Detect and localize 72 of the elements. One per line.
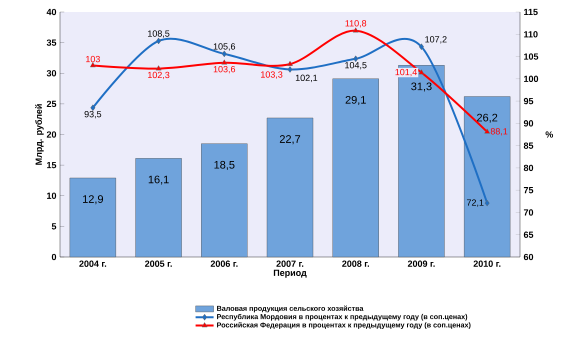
y2-tick-label: 115 xyxy=(524,8,538,16)
bar xyxy=(135,158,182,258)
point xyxy=(352,27,359,32)
point xyxy=(484,200,490,206)
y2-tick-label: 105 xyxy=(524,53,538,60)
data-label: 31,3 xyxy=(411,82,432,92)
y2-tick-label: 95 xyxy=(524,98,534,104)
y2-tick-label: 80 xyxy=(524,164,534,172)
x-axis-title: Период xyxy=(274,270,307,278)
y2-tick-label: 110 xyxy=(524,31,538,38)
data-label: 103 xyxy=(86,56,100,62)
point xyxy=(156,65,162,70)
point xyxy=(484,128,490,134)
data-label: 101,4 xyxy=(395,68,417,76)
y-tick-label: 40 xyxy=(46,8,56,16)
data-label: 104,5 xyxy=(345,62,367,70)
data-label: 72,1 xyxy=(466,199,484,207)
point xyxy=(418,69,424,74)
data-label: 16,1 xyxy=(148,176,169,185)
point xyxy=(288,66,293,73)
data-label: 103,6 xyxy=(214,66,236,74)
x-tick-label: 2008 г. xyxy=(342,260,369,267)
y-tick-label: 30 xyxy=(46,70,56,76)
y-tick-label: 5 xyxy=(52,223,56,230)
y-axis-title: Млрд. рублей xyxy=(35,104,44,165)
bar xyxy=(201,143,248,258)
data-label: 108,5 xyxy=(148,30,170,38)
data-label: 93,5 xyxy=(84,110,102,118)
data-label: 18,5 xyxy=(214,160,234,170)
data-label: 26,2 xyxy=(477,114,498,123)
x-tick-label: 2004 г. xyxy=(79,260,106,267)
point xyxy=(353,56,358,62)
y2-tick-label: 65 xyxy=(524,232,534,238)
y-tick-label: 15 xyxy=(47,162,56,168)
data-label: 102,3 xyxy=(148,72,170,80)
data-label: 105,6 xyxy=(214,43,236,51)
y-tick-label: 10 xyxy=(47,192,56,199)
point xyxy=(418,44,424,50)
bar xyxy=(70,178,116,258)
y2-tick-label: 70 xyxy=(524,209,534,216)
data-label: 88,1 xyxy=(490,128,508,136)
y2-tick-label: 60 xyxy=(524,254,534,260)
y2-tick-label: 90 xyxy=(524,120,534,127)
data-label: 110,8 xyxy=(346,20,366,28)
x-tick-label: 2005 г. xyxy=(145,260,172,267)
bar xyxy=(332,78,379,258)
data-label: 107,2 xyxy=(425,36,447,44)
y2-tick-label: 75 xyxy=(524,187,534,194)
data-label: 22,7 xyxy=(280,135,300,144)
data-label: 29,1 xyxy=(346,96,366,106)
y2-tick-label: 85 xyxy=(524,142,534,149)
point xyxy=(222,50,227,58)
x-tick-label: 2010 г. xyxy=(474,260,500,267)
point xyxy=(90,104,96,112)
y-tick-label: 25 xyxy=(46,100,56,108)
data-label: 12,9 xyxy=(83,195,104,204)
y-tick-label: 20 xyxy=(46,131,56,138)
point xyxy=(221,60,228,65)
point xyxy=(90,62,96,68)
point xyxy=(156,38,162,44)
x-tick-label: 2006 г. xyxy=(210,260,238,267)
y-tick-label: 35 xyxy=(46,39,56,46)
point xyxy=(287,60,293,66)
y2-axis-title: % xyxy=(546,131,554,138)
y2-tick-label: 100 xyxy=(524,76,538,82)
data-label: 102,1 xyxy=(296,74,318,82)
bar xyxy=(464,96,510,258)
x-tick-label: 2009 г. xyxy=(408,260,435,267)
bar xyxy=(266,118,314,258)
y-tick-label: 0 xyxy=(52,254,56,260)
data-label: 103,3 xyxy=(261,71,282,79)
x-tick-label: 2007 г. xyxy=(276,260,304,267)
